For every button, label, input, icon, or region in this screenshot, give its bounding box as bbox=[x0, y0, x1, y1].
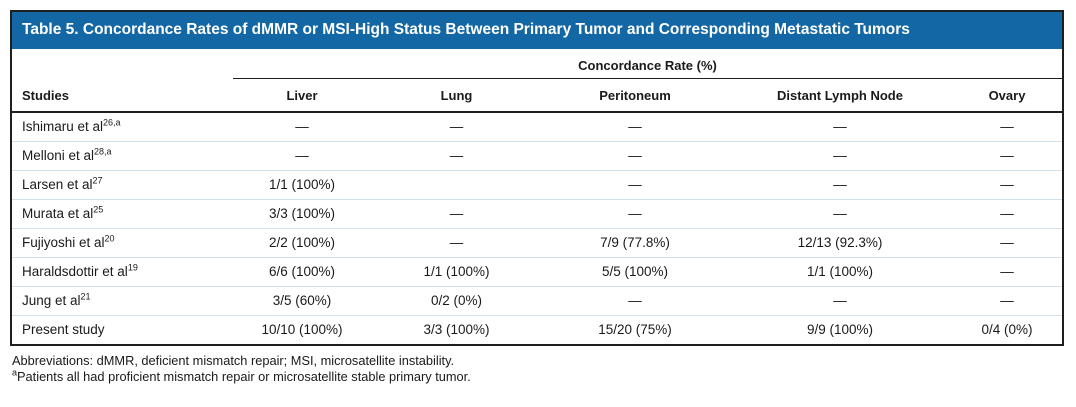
liver-value-cell: — bbox=[295, 148, 309, 164]
lung-value-cell: — bbox=[449, 148, 464, 164]
liver-value-cell: 3/5 (60%) bbox=[272, 293, 332, 309]
distant-lymph-node-value-cell: 1/1 (100%) bbox=[806, 264, 874, 280]
table-row: Fujiyoshi et al20 2/2 (100%) — 7/9 (77.8… bbox=[12, 228, 1062, 257]
peritoneum-value-cell: 5/5 (100%) bbox=[601, 264, 669, 280]
liver-value-cell: — bbox=[295, 119, 309, 135]
study-name-cell: Ishimaru et al26,a bbox=[22, 117, 121, 135]
distant-lymph-node-value-cell: — bbox=[833, 119, 847, 135]
liver-value-cell: 10/10 (100%) bbox=[261, 322, 343, 338]
spanner-header-row: Concordance Rate (%) bbox=[12, 49, 1062, 80]
footnote-a: aPatients all had proficient mismatch re… bbox=[12, 367, 1064, 385]
table-row: Haraldsdottir et al19 6/6 (100%) 1/1 (10… bbox=[12, 257, 1062, 286]
lung-value-cell bbox=[371, 186, 542, 199]
peritoneum-value-cell: — bbox=[628, 177, 642, 193]
table-body: Ishimaru et al26,a — — — — — Melloni et … bbox=[12, 113, 1062, 344]
column-header-studies: Studies bbox=[22, 88, 69, 104]
ovary-value-cell: — bbox=[1000, 293, 1014, 309]
lung-value-cell: 1/1 (100%) bbox=[423, 264, 490, 280]
ovary-value-cell: — bbox=[1000, 177, 1014, 193]
study-name-cell: Jung et al21 bbox=[22, 291, 91, 309]
table-5-card: Table 5. Concordance Rates of dMMR or MS… bbox=[10, 10, 1064, 347]
liver-value-cell: 6/6 (100%) bbox=[268, 264, 336, 280]
table-footnotes: Abbreviations: dMMR, deficient mismatch … bbox=[10, 353, 1064, 384]
distant-lymph-node-value-cell: — bbox=[833, 148, 847, 164]
distant-lymph-node-value-cell: — bbox=[833, 206, 847, 222]
study-name-cell: Haraldsdottir et al19 bbox=[22, 262, 138, 280]
distant-lymph-node-value-cell: 12/13 (92.3%) bbox=[797, 235, 883, 251]
lung-value-cell: — bbox=[449, 235, 464, 251]
footnote-abbreviations: Abbreviations: dMMR, deficient mismatch … bbox=[12, 353, 1064, 369]
lung-value-cell: — bbox=[449, 119, 464, 135]
table-title: Table 5. Concordance Rates of dMMR or MS… bbox=[12, 12, 1062, 50]
concordance-rate-group-header: Concordance Rate (%) bbox=[233, 58, 1062, 80]
liver-value-cell: 3/3 (100%) bbox=[268, 206, 336, 222]
column-header-row: Studies Liver Lung Peritoneum Distant Ly… bbox=[12, 79, 1062, 114]
ovary-value-cell: — bbox=[1000, 119, 1014, 135]
liver-value-cell: 1/1 (100%) bbox=[268, 177, 336, 193]
column-header-distant-lymph-node: Distant Lymph Node bbox=[777, 88, 903, 104]
lung-value-cell: — bbox=[449, 206, 464, 222]
column-header-liver: Liver bbox=[286, 88, 318, 104]
peritoneum-value-cell: 7/9 (77.8%) bbox=[600, 235, 670, 251]
ovary-value-cell: — bbox=[1000, 206, 1014, 222]
table-row: Melloni et al28,a — — — — — bbox=[12, 141, 1062, 170]
ovary-value-cell: 0/4 (0%) bbox=[981, 322, 1033, 338]
column-header-ovary: Ovary bbox=[988, 88, 1026, 104]
distant-lymph-node-value-cell: — bbox=[833, 177, 847, 193]
peritoneum-value-cell: — bbox=[628, 206, 642, 222]
peritoneum-value-cell: — bbox=[628, 148, 642, 164]
footnote-text: Abbreviations: dMMR, deficient mismatch … bbox=[12, 353, 455, 369]
column-header-lung: Lung bbox=[440, 88, 473, 104]
peritoneum-value-cell: — bbox=[628, 119, 642, 135]
peritoneum-value-cell: — bbox=[628, 293, 642, 309]
table-row: Present study 10/10 (100%) 3/3 (100%) 15… bbox=[12, 315, 1062, 344]
study-name-cell: Murata et al25 bbox=[22, 204, 104, 222]
distant-lymph-node-value-cell: 9/9 (100%) bbox=[806, 322, 874, 338]
table-row: Jung et al21 3/5 (60%) 0/2 (0%) — — — bbox=[12, 286, 1062, 315]
study-name-cell: Melloni et al28,a bbox=[22, 146, 112, 164]
ovary-value-cell: — bbox=[1000, 264, 1014, 280]
table-row: Ishimaru et al26,a — — — — — bbox=[12, 113, 1062, 141]
table-row: Larsen et al27 1/1 (100%) — — — bbox=[12, 170, 1062, 199]
study-name-cell: Present study bbox=[22, 322, 105, 338]
footnote-sup: a bbox=[12, 367, 18, 378]
table-row: Murata et al25 3/3 (100%) — — — — bbox=[12, 199, 1062, 228]
study-name-cell: Fujiyoshi et al20 bbox=[22, 233, 115, 251]
peritoneum-value-cell: 15/20 (75%) bbox=[598, 322, 672, 338]
ovary-value-cell: — bbox=[1000, 235, 1014, 251]
liver-value-cell: 2/2 (100%) bbox=[268, 235, 336, 251]
page: Table 5. Concordance Rates of dMMR or MS… bbox=[10, 10, 1064, 384]
lung-value-cell: 3/3 (100%) bbox=[423, 322, 490, 338]
column-header-peritoneum: Peritoneum bbox=[599, 88, 671, 104]
distant-lymph-node-value-cell: — bbox=[833, 293, 847, 309]
study-name-cell: Larsen et al27 bbox=[22, 175, 103, 193]
footnote-text: Patients all had proficient mismatch rep… bbox=[17, 369, 471, 385]
lung-value-cell: 0/2 (0%) bbox=[430, 293, 483, 309]
ovary-value-cell: — bbox=[1000, 148, 1014, 164]
